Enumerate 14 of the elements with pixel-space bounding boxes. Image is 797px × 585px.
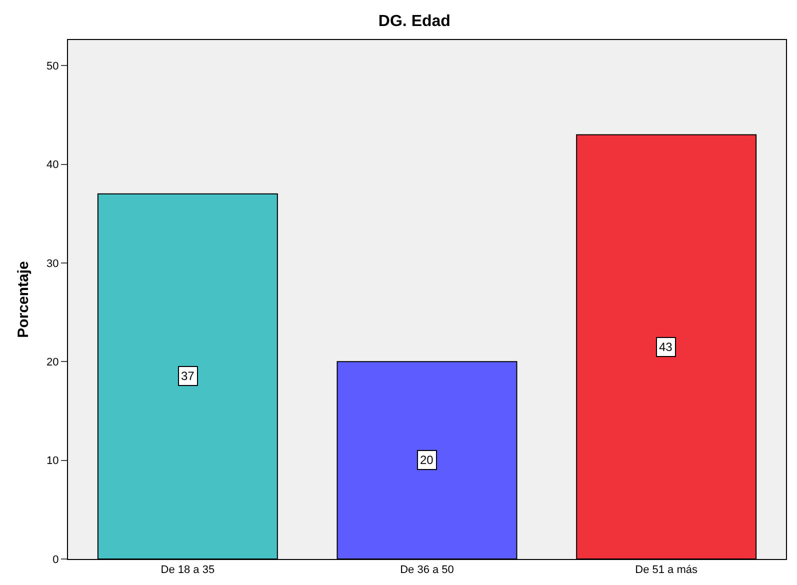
x-tick-label: De 18 a 35 xyxy=(160,564,215,576)
y-tick-label: 30 xyxy=(46,258,59,270)
x-tick-label: De 36 a 50 xyxy=(400,564,454,576)
y-tick-label: 10 xyxy=(46,455,59,468)
chart-title: DG. Edad xyxy=(378,12,450,30)
y-tick-label: 40 xyxy=(46,159,59,172)
y-axis-title: Porcentaje xyxy=(14,261,32,338)
y-tick-label: 50 xyxy=(46,60,59,72)
x-tick-label: De 51 a más xyxy=(635,564,698,576)
y-tick-label: 0 xyxy=(52,554,59,566)
data-label: 43 xyxy=(659,340,673,354)
data-label: 20 xyxy=(420,453,434,467)
data-label: 37 xyxy=(181,369,195,383)
y-tick-label: 20 xyxy=(46,356,59,369)
